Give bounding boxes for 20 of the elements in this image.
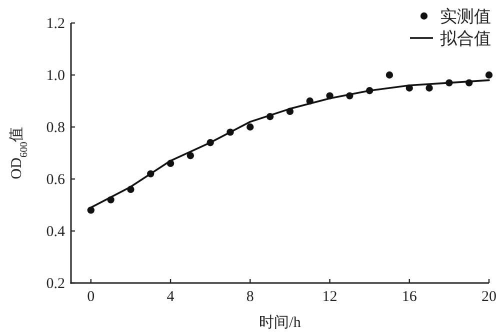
y-tick-label: 0.8	[46, 120, 65, 136]
x-tick-label: 20	[482, 289, 496, 305]
y-tick-label: 0.4	[46, 224, 66, 240]
x-tick-label: 4	[166, 289, 175, 305]
y-tick-label: 1.0	[46, 68, 65, 84]
point	[246, 123, 254, 131]
y-tick-label: 0.2	[46, 276, 65, 292]
point	[485, 71, 493, 79]
y-tick-label: 0.6	[46, 172, 66, 188]
x-tick-label: 12	[322, 289, 338, 305]
legend-label: 实测值	[440, 7, 491, 26]
point	[386, 71, 394, 79]
point	[426, 84, 433, 92]
point	[186, 152, 194, 160]
x-axis-title: 时间/h	[259, 314, 302, 331]
x-tick-label: 0	[87, 289, 95, 305]
x-tick-label: 16	[402, 289, 418, 305]
y-tick-label: 1.2	[46, 16, 65, 32]
legend-label: 拟合值	[440, 29, 491, 48]
x-tick-label: 8	[246, 289, 254, 305]
